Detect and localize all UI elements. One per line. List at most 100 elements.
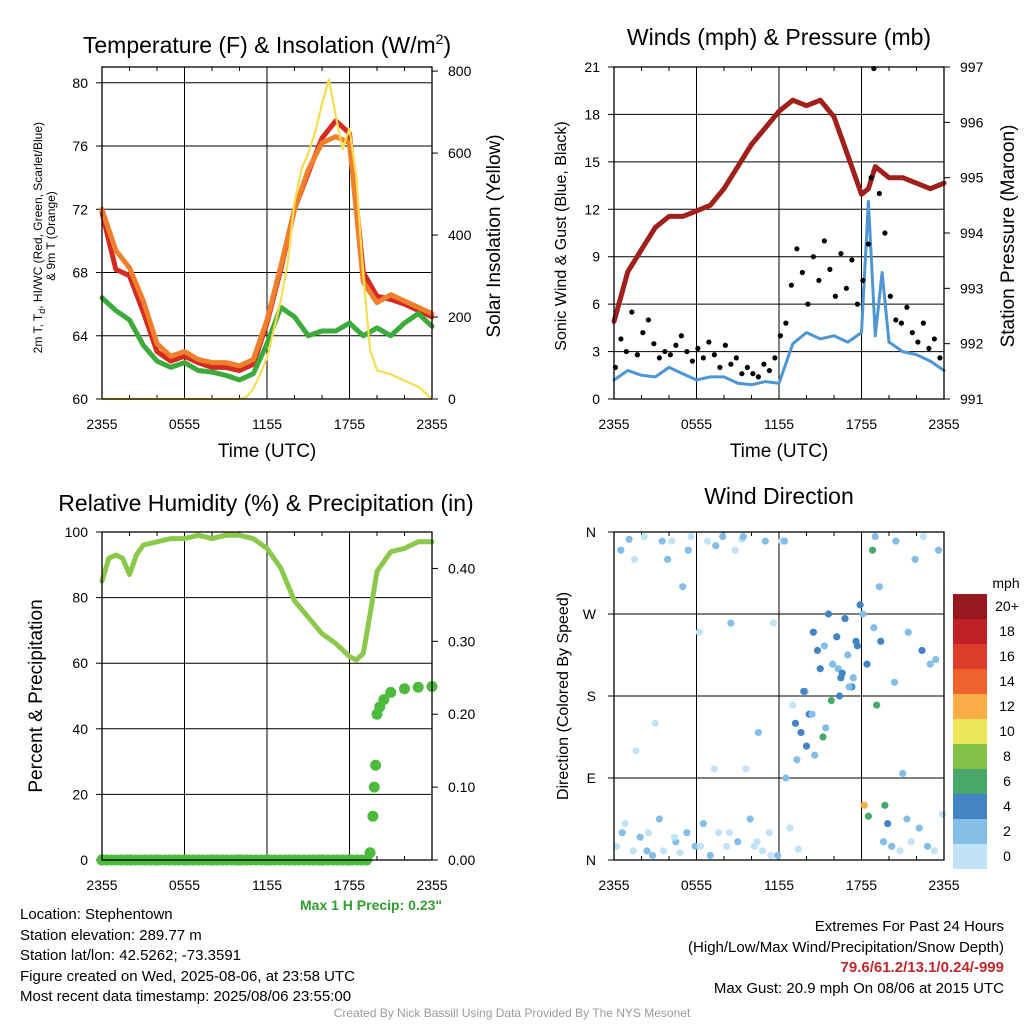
data-point [766, 367, 772, 374]
x-tick-label: 0555 [169, 416, 200, 432]
y2-tick-label: 800 [448, 63, 472, 79]
data-point [755, 374, 761, 380]
direction-point [934, 546, 943, 554]
direction-point [834, 665, 842, 673]
direction-point [659, 847, 668, 855]
data-point [744, 364, 750, 370]
x-tick-label: 0555 [681, 416, 712, 432]
x-tick-label: 2355 [416, 416, 447, 432]
y2-tick-label: 994 [960, 225, 984, 241]
data-point [794, 246, 800, 252]
x-tick-label: 2355 [928, 877, 959, 893]
data-point [695, 345, 701, 352]
data-point [706, 339, 712, 345]
direction-point [664, 555, 672, 563]
y-tick-label: 12 [584, 201, 600, 217]
direction-point [712, 542, 720, 550]
data-point [898, 320, 904, 326]
data-point [634, 352, 640, 358]
data-point [931, 336, 937, 342]
direction-point [706, 851, 714, 860]
data-point [882, 230, 888, 236]
colorbar-swatch [953, 719, 987, 744]
direction-point [903, 815, 911, 823]
data-point [915, 339, 921, 345]
direction-point [731, 546, 739, 554]
series-line [611, 97, 947, 324]
x-tick-label: 1155 [252, 416, 282, 432]
direction-point [827, 696, 835, 705]
direction-point [838, 669, 846, 677]
data-point [662, 348, 668, 355]
plot-frame [613, 531, 945, 861]
station-info: Location: Stephentown Station elevation:… [20, 905, 355, 1008]
data-point [370, 759, 382, 771]
data-point [926, 345, 932, 352]
colorbar-label: 2 [1003, 823, 1011, 839]
direction-point [844, 651, 852, 659]
colorbar-label: 0 [1003, 848, 1011, 864]
direction-point [939, 810, 947, 819]
direction-point [835, 692, 844, 700]
y-tick-label: 3 [592, 344, 600, 360]
direction-point [797, 728, 805, 737]
y2-tick-label: 200 [448, 309, 472, 325]
data-point [816, 277, 822, 284]
direction-point [884, 819, 892, 828]
direction-point [879, 838, 888, 846]
data-point [399, 683, 410, 695]
direction-point [670, 833, 679, 841]
direction-point [896, 847, 904, 855]
x-tick-label: 2355 [86, 877, 117, 893]
colorbar-label: 6 [1003, 773, 1011, 789]
direction-point [679, 583, 687, 591]
direction-point [888, 842, 896, 850]
direction-point [819, 733, 827, 741]
data-point [799, 269, 805, 276]
colorbar-label: 10 [999, 723, 1015, 739]
y2-tick-label: 997 [960, 59, 984, 75]
direction-point [691, 842, 699, 850]
colorbar-swatch [953, 819, 987, 844]
colorbar-swatch [953, 594, 987, 619]
direction-point [791, 719, 800, 727]
direction-point [859, 610, 867, 618]
direction-point [786, 824, 794, 832]
x-tick-label: 1755 [334, 416, 365, 432]
data-point [739, 371, 745, 377]
direction-point [907, 838, 915, 846]
temperature-panel: Temperature (F) & Insolation (W/m2) Time… [31, 31, 505, 462]
direction-point [710, 765, 718, 773]
data-point [412, 681, 424, 693]
colorbar-swatch [953, 844, 987, 869]
direction-point [856, 601, 864, 609]
figure-created: Figure created on Wed, 2025-08-06, at 23… [20, 967, 355, 985]
y-tick-label: N [586, 524, 596, 540]
data-point [849, 257, 855, 263]
direction-point [699, 819, 707, 828]
temperature-title: Temperature (F) & Insolation (W/m2) [83, 31, 451, 58]
y2-tick-label: 992 [960, 336, 984, 352]
direction-point [875, 583, 883, 591]
direction-point [767, 851, 775, 860]
recent-timestamp: Most recent data timestamp: 2025/08/06 2… [20, 988, 352, 1005]
station-latlon: Station lat/lon: 42.5262; -73.3591 [20, 947, 242, 964]
wind-ylabel: Sonic Wind & Gust (Blue, Black) [553, 121, 570, 350]
insolation-ylabel: Solar Insolation (Yellow) [484, 134, 505, 337]
y-tick-label: 60 [72, 655, 88, 671]
y-tick-label: 18 [584, 106, 600, 122]
data-point [904, 304, 910, 310]
extremes-values: 79.6/61.2/13.1/0.24/-999 [840, 959, 1004, 976]
plot-frame [613, 66, 945, 400]
x-tick-label: 0555 [681, 877, 712, 893]
direction-point [890, 678, 899, 686]
wind-direction-panel: Wind Direction Direction (Colored By Spe… [555, 483, 1020, 893]
y-tick-label: 40 [72, 721, 88, 737]
direction-point [746, 815, 754, 823]
y2-tick-label: 996 [960, 114, 984, 130]
data-point [728, 361, 734, 367]
direction-point [863, 660, 871, 668]
colorbar-label: 12 [999, 698, 1015, 714]
direction-point [873, 701, 881, 709]
